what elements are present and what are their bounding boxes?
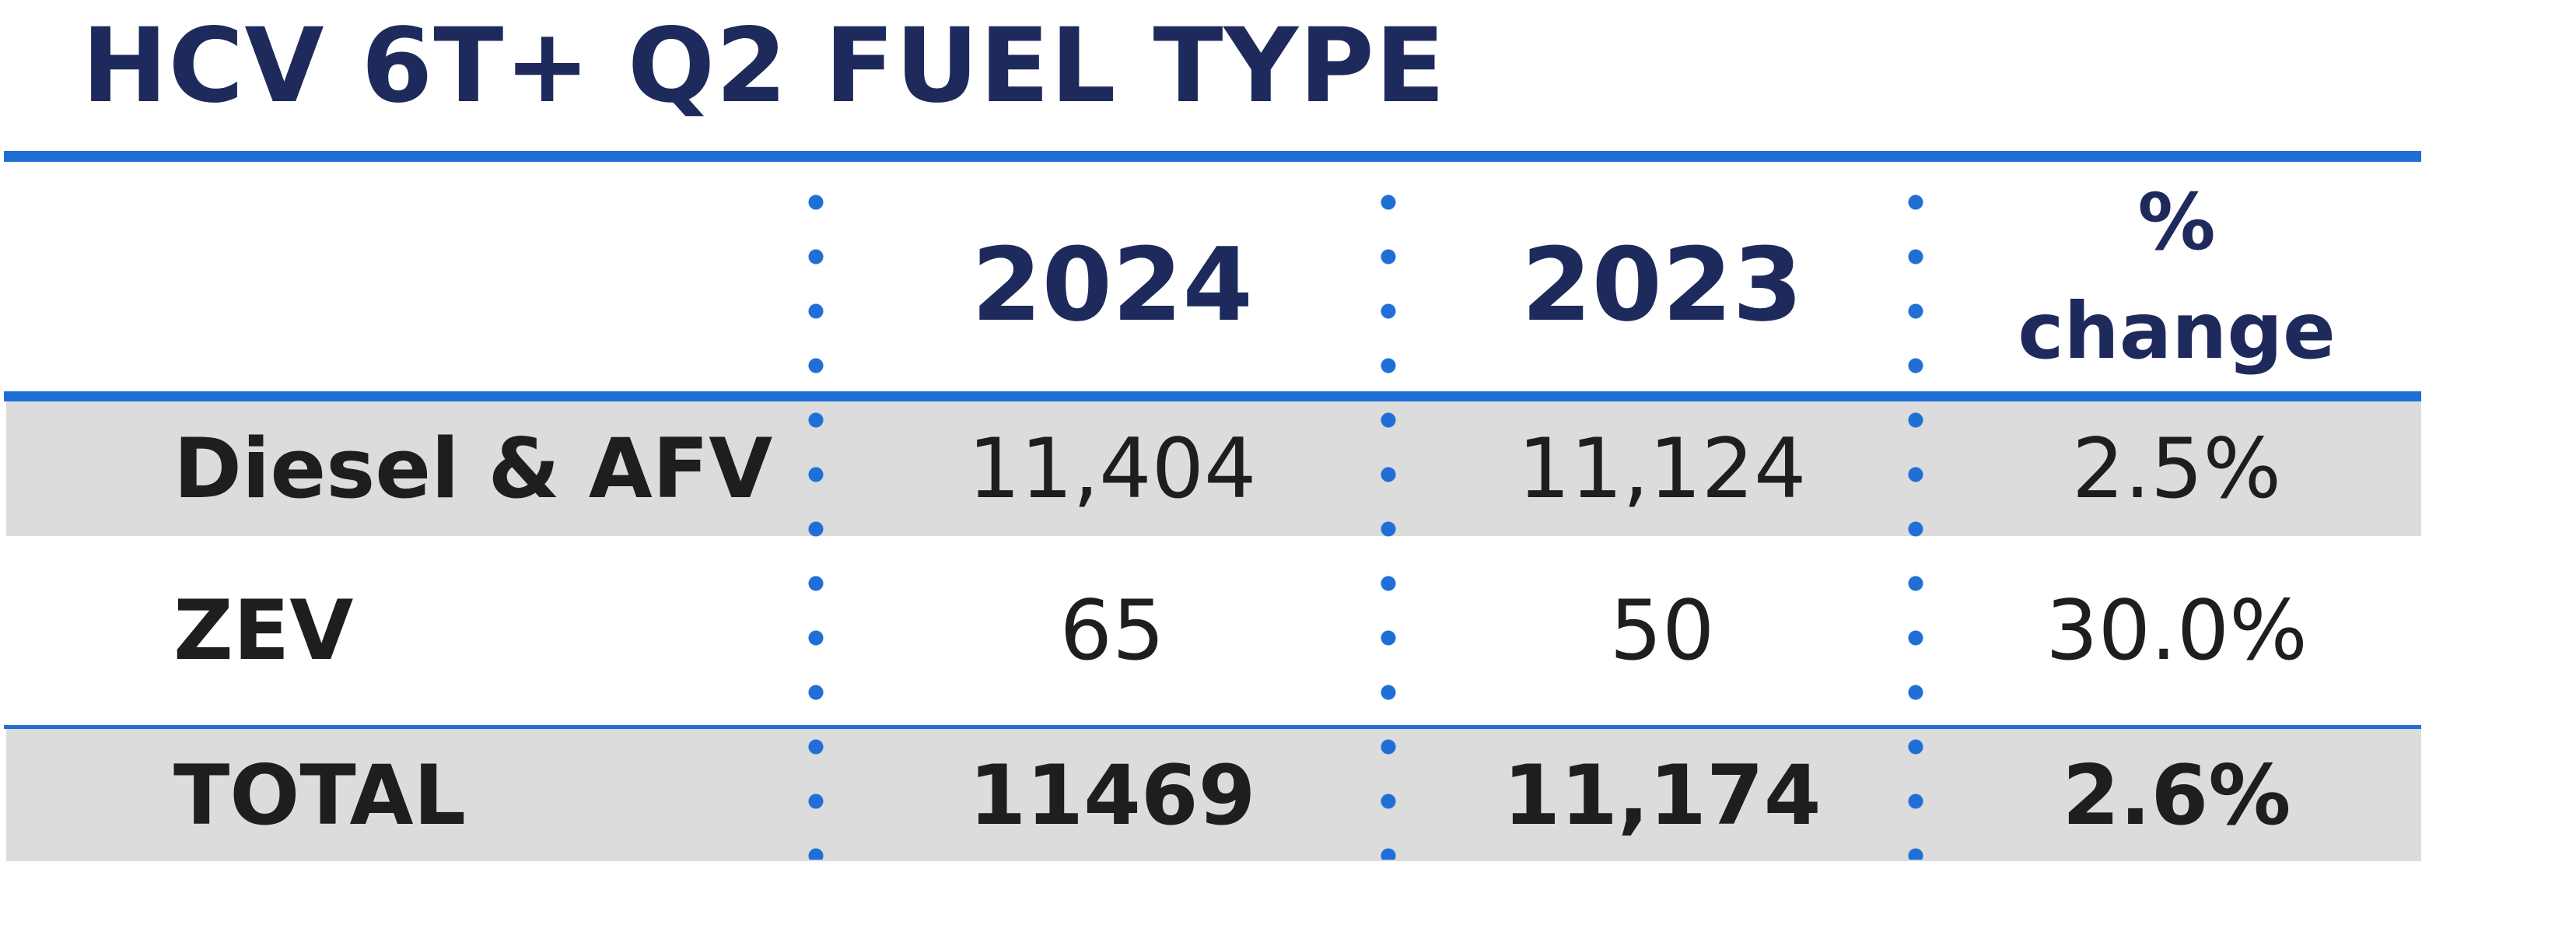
row-label: ZEV [173, 583, 354, 678]
row-label: Diesel & AFV [173, 421, 773, 517]
total-row: TOTAL 11469 11,174 2.6% [6, 729, 2421, 861]
table-row: Diesel & AFV 11,404 11,124 2.5% [6, 401, 2421, 536]
table-row: ZEV 65 50 30.0% [6, 536, 2421, 725]
header-2024: 2024 [971, 225, 1253, 344]
header-percent-change: % change [1926, 162, 2427, 391]
header-change-word: change [2018, 285, 2336, 377]
total-label: TOTAL [173, 747, 467, 843]
total-2024: 11469 [968, 747, 1256, 843]
header-row: 2024 2023 % change [6, 162, 2421, 391]
dotted-column-divider [1380, 175, 1397, 860]
header-rule [4, 391, 2421, 401]
cell-2024: 65 [1059, 583, 1165, 678]
dotted-column-divider [807, 175, 824, 860]
header-2023: 2023 [1521, 225, 1803, 344]
top-rule [4, 151, 2421, 162]
cell-change: 2.5% [2071, 421, 2282, 517]
cell-change: 30.0% [2046, 583, 2308, 678]
header-percent-symbol: % [2137, 176, 2216, 268]
dotted-column-divider [1907, 175, 1924, 860]
table-title: HCV 6T+ Q2 FUEL TYPE [82, 6, 1447, 126]
cell-2023: 50 [1609, 583, 1715, 678]
total-change: 2.6% [2062, 747, 2291, 843]
total-2023: 11,174 [1503, 747, 1822, 843]
total-rule [4, 725, 2421, 729]
cell-2024: 11,404 [968, 421, 1257, 517]
cell-2023: 11,124 [1517, 421, 1807, 517]
